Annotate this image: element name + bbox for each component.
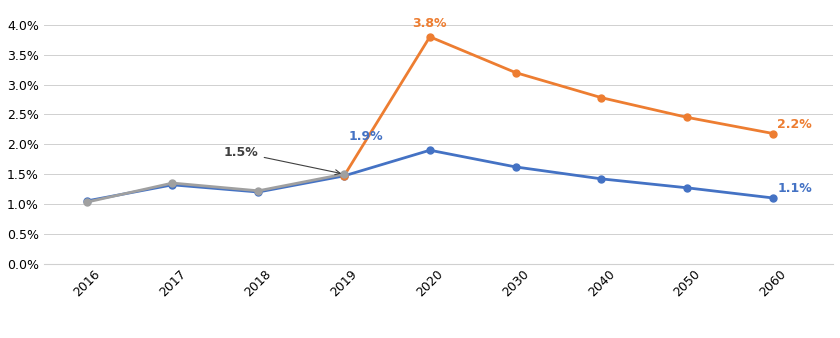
Text: 3.8%: 3.8%	[412, 17, 447, 30]
Text: 2.2%: 2.2%	[777, 118, 812, 130]
Text: 1.5%: 1.5%	[224, 146, 340, 175]
Text: 1.9%: 1.9%	[349, 130, 383, 143]
Text: 1.1%: 1.1%	[777, 182, 812, 195]
